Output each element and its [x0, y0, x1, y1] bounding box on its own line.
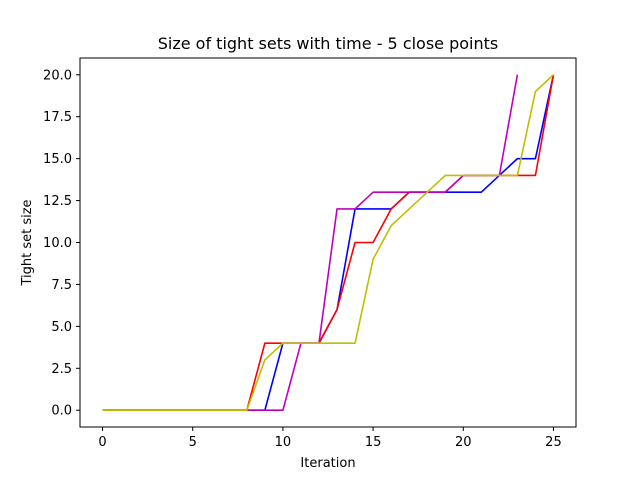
- x-tick-label: 20: [455, 435, 472, 450]
- y-tick-label: 5.0: [51, 320, 72, 335]
- y-tick-label: 20.0: [43, 68, 72, 83]
- x-axis: 0 5 10 15 20 25: [98, 427, 562, 450]
- y-tick-label: 7.5: [51, 278, 72, 293]
- y-tick-label: 12.5: [43, 194, 72, 209]
- x-tick-label: 0: [98, 435, 106, 450]
- plot-lines: [102, 74, 555, 412]
- x-tick-label: 10: [275, 435, 292, 450]
- x-tick-label: 15: [365, 435, 382, 450]
- y-tick-label: 15.0: [43, 152, 72, 167]
- y-axis: 0.0 2.5 5.0 7.5 10.0 12.5 15.0 17.5 20.0: [43, 68, 80, 419]
- y-tick-label: 0.0: [51, 404, 72, 419]
- x-tick-label: 5: [189, 435, 197, 450]
- y-tick-label: 17.5: [43, 110, 72, 125]
- y-tick-label: 2.5: [51, 362, 72, 377]
- y-tick-label: 10.0: [43, 236, 72, 251]
- x-tick-label: 25: [545, 435, 562, 450]
- series-line-4: [102, 74, 554, 412]
- x-axis-label: Iteration: [300, 456, 355, 471]
- y-axis-label: Tight set size: [20, 199, 35, 286]
- chart-title: Size of tight sets with time - 5 close p…: [158, 34, 499, 53]
